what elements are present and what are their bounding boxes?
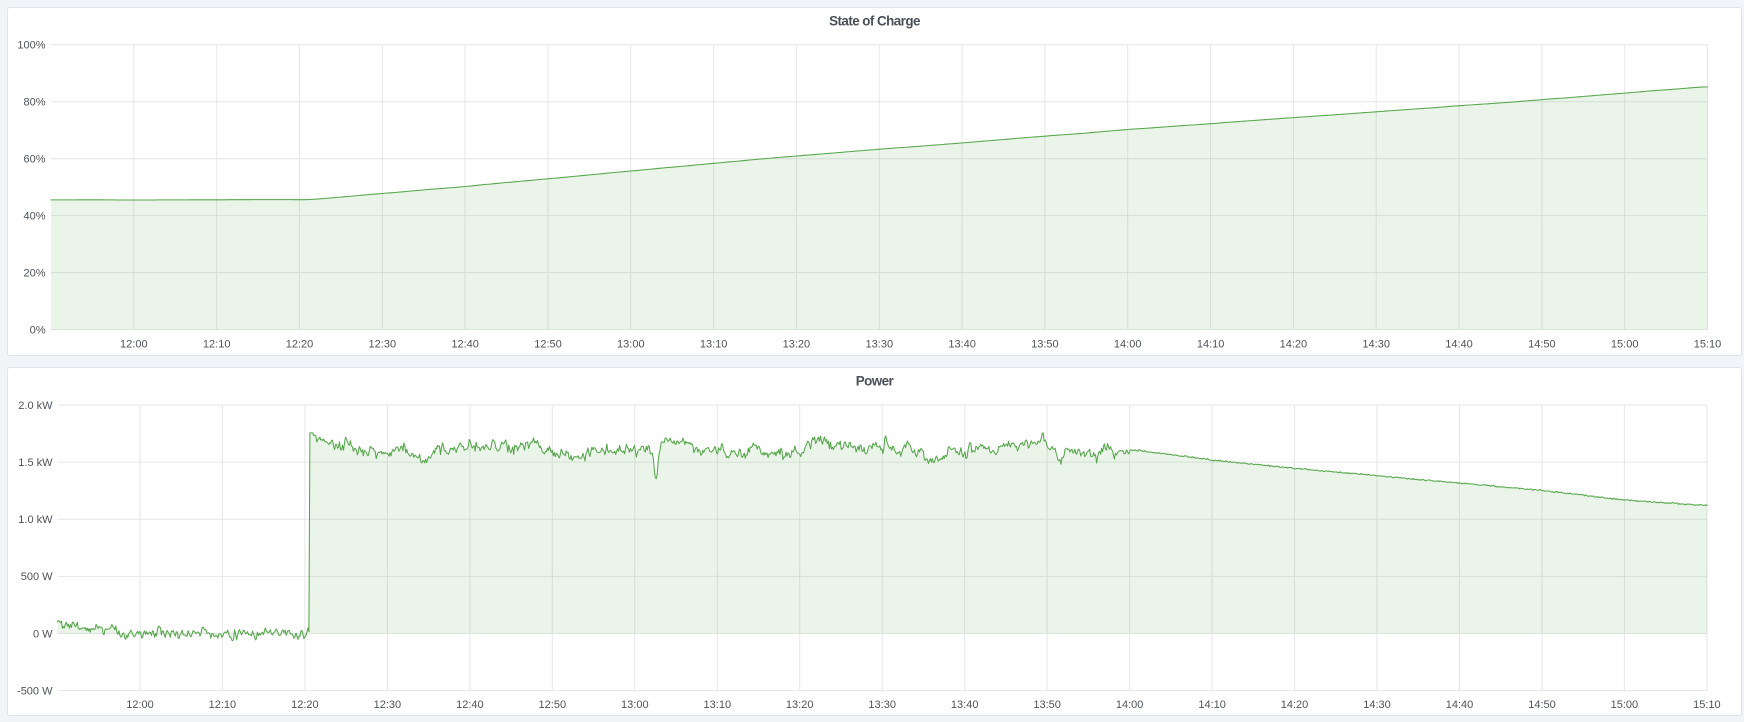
- svg-text:13:10: 13:10: [700, 339, 728, 351]
- svg-text:14:50: 14:50: [1528, 339, 1556, 351]
- svg-text:14:30: 14:30: [1362, 339, 1390, 351]
- svg-text:13:40: 13:40: [948, 339, 976, 351]
- svg-text:12:30: 12:30: [369, 339, 397, 351]
- svg-text:12:50: 12:50: [539, 699, 567, 711]
- svg-text:14:20: 14:20: [1281, 699, 1309, 711]
- svg-text:12:10: 12:10: [209, 699, 237, 711]
- svg-text:State of Charge: State of Charge: [829, 14, 920, 29]
- svg-text:12:40: 12:40: [456, 699, 484, 711]
- svg-text:13:10: 13:10: [704, 699, 732, 711]
- svg-text:14:50: 14:50: [1528, 699, 1556, 711]
- svg-text:13:20: 13:20: [786, 699, 814, 711]
- svg-text:14:00: 14:00: [1114, 339, 1142, 351]
- svg-text:12:40: 12:40: [451, 339, 479, 351]
- svg-text:14:40: 14:40: [1445, 339, 1473, 351]
- svg-text:13:40: 13:40: [951, 699, 979, 711]
- svg-text:40%: 40%: [23, 210, 45, 222]
- svg-text:13:50: 13:50: [1033, 699, 1061, 711]
- svg-text:14:10: 14:10: [1197, 339, 1225, 351]
- svg-text:100%: 100%: [17, 40, 45, 52]
- svg-text:13:50: 13:50: [1031, 339, 1059, 351]
- svg-text:15:10: 15:10: [1693, 699, 1721, 711]
- svg-text:80%: 80%: [23, 97, 45, 109]
- svg-text:2.0 kW: 2.0 kW: [18, 400, 53, 412]
- svg-text:0%: 0%: [30, 324, 46, 336]
- svg-text:12:30: 12:30: [374, 699, 402, 711]
- svg-text:12:00: 12:00: [126, 699, 154, 711]
- svg-text:12:20: 12:20: [286, 339, 314, 351]
- svg-text:13:30: 13:30: [868, 699, 896, 711]
- svg-text:500 W: 500 W: [21, 571, 53, 583]
- svg-text:0 W: 0 W: [33, 628, 53, 640]
- svg-text:12:20: 12:20: [291, 699, 319, 711]
- svg-text:15:10: 15:10: [1694, 339, 1722, 351]
- svg-text:60%: 60%: [23, 154, 45, 166]
- svg-text:1.0 kW: 1.0 kW: [18, 514, 53, 526]
- svg-text:15:00: 15:00: [1611, 699, 1639, 711]
- svg-text:1.5 kW: 1.5 kW: [18, 457, 53, 469]
- svg-text:-500 W: -500 W: [17, 685, 53, 697]
- svg-text:13:00: 13:00: [617, 339, 645, 351]
- svg-text:14:20: 14:20: [1280, 339, 1308, 351]
- svg-text:15:00: 15:00: [1611, 339, 1639, 351]
- svg-text:12:00: 12:00: [120, 339, 148, 351]
- svg-text:12:10: 12:10: [203, 339, 231, 351]
- svg-text:13:30: 13:30: [866, 339, 894, 351]
- svg-text:20%: 20%: [23, 267, 45, 279]
- svg-text:12:50: 12:50: [534, 339, 562, 351]
- svg-text:13:20: 13:20: [783, 339, 811, 351]
- svg-text:14:30: 14:30: [1363, 699, 1391, 711]
- svg-text:14:10: 14:10: [1198, 699, 1226, 711]
- svg-text:14:40: 14:40: [1446, 699, 1474, 711]
- svg-text:Power: Power: [856, 374, 895, 389]
- svg-text:13:00: 13:00: [621, 699, 649, 711]
- svg-text:14:00: 14:00: [1116, 699, 1144, 711]
